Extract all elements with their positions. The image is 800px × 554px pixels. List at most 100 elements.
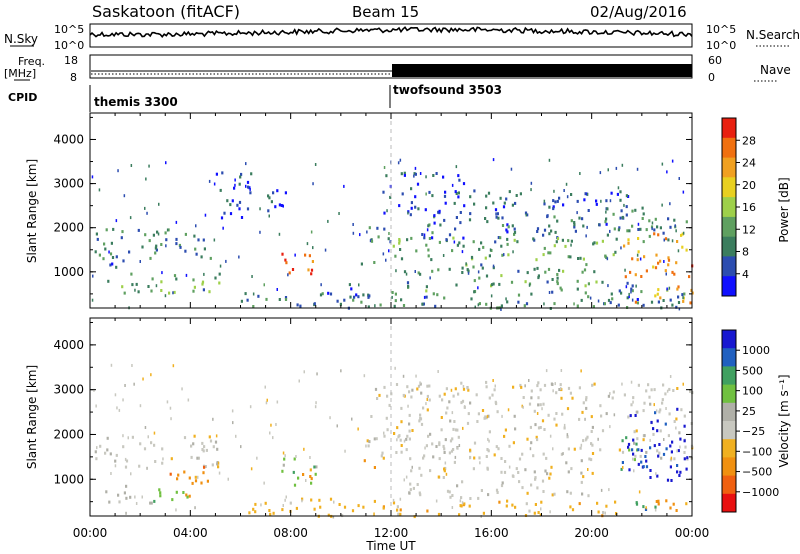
velocity-cell	[315, 401, 317, 405]
velocity-cell	[400, 420, 403, 424]
velocity-cell	[95, 457, 98, 461]
power-cell	[448, 267, 451, 271]
power-cell	[641, 217, 644, 220]
velocity-cell	[118, 408, 121, 412]
velocity-cell	[558, 388, 561, 391]
velocity-cell	[485, 380, 488, 384]
power-cell	[425, 289, 428, 293]
power-cell	[461, 250, 464, 254]
power-cell	[477, 303, 480, 307]
power-cell	[175, 242, 178, 246]
velocity-cell	[622, 466, 624, 469]
velocity-cell	[260, 503, 262, 507]
colorbar-swatch	[722, 402, 736, 422]
velocity-cell	[227, 477, 229, 481]
power-cell	[613, 227, 616, 231]
power-cell	[641, 206, 644, 210]
power-cell	[388, 232, 390, 235]
velocity-cell	[217, 461, 220, 465]
velocity-cell	[293, 483, 297, 487]
power-cell	[536, 227, 540, 231]
velocity-cell	[580, 443, 583, 447]
y-tick-label: 3000	[53, 383, 84, 397]
velocity-cell	[158, 488, 161, 492]
power-cell	[490, 249, 493, 252]
power-cell	[391, 291, 394, 294]
velocity-cell	[303, 447, 305, 451]
power-cell	[343, 298, 346, 302]
power-cell	[122, 259, 125, 263]
power-cell	[310, 230, 313, 234]
power-cell	[154, 246, 157, 250]
velocity-cell	[473, 456, 476, 460]
power-cell	[659, 226, 662, 230]
power-cell	[401, 192, 404, 196]
power-cell	[348, 283, 351, 287]
power-cell	[155, 248, 158, 252]
power-cell	[443, 296, 446, 300]
power-cell	[414, 195, 417, 199]
power-cell	[425, 192, 427, 196]
velocity-cell	[683, 457, 686, 461]
power-cell	[213, 238, 216, 242]
velocity-cell	[682, 382, 684, 386]
power-cell	[556, 237, 560, 241]
power-cell	[376, 226, 379, 230]
power-cell	[581, 217, 584, 221]
velocity-cell	[522, 405, 524, 409]
power-cell	[175, 277, 178, 281]
colorbar-tick-label: 4	[742, 268, 749, 281]
power-cell	[576, 211, 578, 215]
power-cell	[626, 296, 629, 300]
velocity-cell	[544, 469, 547, 473]
velocity-cell	[108, 500, 111, 504]
velocity-cell	[469, 448, 472, 452]
velocity-cell	[665, 499, 668, 503]
power-cell	[589, 296, 592, 300]
velocity-cell	[161, 447, 164, 451]
power-cell	[299, 304, 302, 308]
power-cell	[621, 215, 624, 219]
power-cell	[501, 224, 505, 227]
power-cell	[245, 184, 247, 188]
power-cell	[512, 250, 514, 254]
velocity-cell	[428, 384, 431, 388]
velocity-cell	[500, 457, 503, 460]
power-cell	[628, 295, 630, 299]
power-cell	[324, 248, 327, 252]
power-cell	[193, 234, 196, 238]
velocity-cell	[591, 383, 594, 387]
velocity-cell	[652, 427, 655, 431]
velocity-cell	[672, 389, 675, 392]
velocity-cell	[654, 505, 657, 509]
power-cell	[542, 233, 545, 237]
power-cell	[503, 201, 506, 205]
velocity-cell	[428, 398, 431, 402]
velocity-cell	[529, 447, 532, 451]
velocity-cell	[373, 499, 376, 503]
velocity-cell	[657, 454, 660, 458]
power-cell	[385, 174, 388, 178]
power-cell	[425, 295, 428, 299]
power-cell	[688, 275, 691, 279]
power-cell	[462, 244, 465, 248]
power-cell	[678, 307, 681, 311]
power-cell	[601, 280, 604, 284]
power-cell	[554, 200, 557, 204]
velocity-cell	[475, 393, 478, 397]
velocity-cell	[114, 459, 117, 463]
velocity-cell	[285, 495, 287, 499]
velocity-cell	[316, 372, 318, 376]
velocity-cell	[590, 415, 593, 419]
velocity-cell	[530, 389, 533, 393]
power-cell	[625, 205, 628, 209]
velocity-cell	[566, 435, 569, 439]
power-cell	[624, 275, 627, 279]
velocity-cell	[125, 459, 129, 463]
power-cell	[417, 207, 420, 211]
power-cell	[218, 281, 221, 285]
velocity-cell	[679, 445, 681, 449]
velocity-cell	[632, 452, 635, 456]
power-cell	[109, 263, 112, 267]
